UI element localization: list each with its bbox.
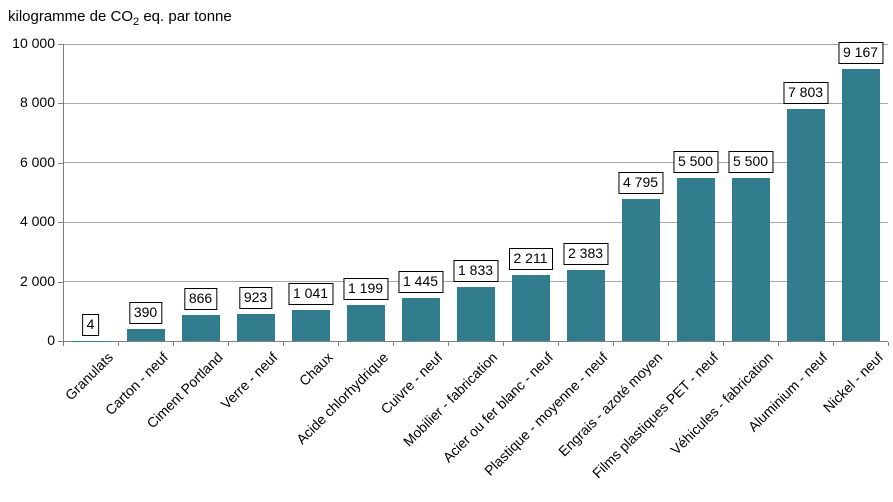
- gridline: [63, 281, 888, 283]
- x-axis-category-label: Mobilier - fabrication: [400, 349, 501, 450]
- y-axis-tick: [58, 162, 63, 164]
- gridline: [63, 43, 888, 45]
- bar: [511, 275, 550, 341]
- x-axis-tick: [173, 342, 174, 346]
- bar-value-label: 923: [238, 286, 273, 309]
- y-axis-tick: [58, 222, 63, 224]
- x-axis-tick: [283, 342, 284, 346]
- y-axis-tick-label: 4 000: [19, 213, 55, 230]
- bar: [456, 286, 495, 341]
- x-axis-line: [63, 341, 888, 342]
- x-axis-category-label: Verre - neuf: [217, 349, 281, 413]
- bar: [786, 109, 825, 341]
- bar: [126, 329, 165, 341]
- y-axis-tick-label: 8 000: [19, 94, 55, 111]
- bar-value-label: 5 500: [727, 150, 774, 173]
- x-axis-tick: [833, 342, 834, 346]
- x-axis-tick: [338, 342, 339, 346]
- x-axis-category-label: Granulats: [61, 349, 116, 404]
- bar-value-label: 390: [128, 302, 163, 325]
- y-axis-tick-label: 2 000: [19, 272, 55, 289]
- bar: [621, 198, 660, 341]
- y-axis-tick: [58, 341, 63, 342]
- x-axis-tick: [778, 342, 779, 346]
- x-axis-tick: [558, 342, 559, 346]
- gridline: [63, 221, 888, 223]
- x-axis-category-label: Engrais - azoté moyen: [555, 349, 666, 460]
- x-axis-tick: [888, 342, 889, 346]
- bar-value-label: 7 803: [782, 82, 829, 105]
- x-axis-tick: [448, 342, 449, 346]
- y-axis-tick-label: 10 000: [12, 35, 55, 51]
- bar-value-label: 5 500: [672, 150, 719, 173]
- bar: [346, 305, 385, 341]
- gridline: [63, 102, 888, 104]
- x-axis-category-label: Véhicules - fabrication: [667, 349, 776, 458]
- bar-value-label: 1 041: [287, 283, 334, 306]
- y-axis-tick-label: 0: [47, 332, 55, 348]
- bar: [291, 310, 330, 341]
- y-axis-tick: [58, 103, 63, 105]
- bar: [236, 313, 275, 341]
- bar: [731, 177, 770, 341]
- chart-title: kilogramme de CO2 eq. par tonne: [8, 8, 232, 28]
- x-axis-tick: [118, 342, 119, 346]
- x-axis-tick: [723, 342, 724, 346]
- y-axis-line: [63, 44, 64, 341]
- bar: [841, 68, 880, 341]
- chart-title-suffix: eq. par tonne: [139, 8, 232, 25]
- y-axis-tick-label: 6 000: [19, 153, 55, 170]
- gridline: [63, 162, 888, 164]
- bar-value-label: 9 167: [837, 41, 884, 64]
- chart-title-subscript: 2: [133, 16, 140, 28]
- x-axis-tick: [228, 342, 229, 346]
- y-axis-tick: [58, 281, 63, 283]
- x-axis-category-label: Chaux: [295, 349, 336, 389]
- bar-value-label: 866: [183, 288, 218, 311]
- x-axis-category-label: Acide chlorhydrique: [292, 349, 391, 448]
- bar-value-label: 2 211: [508, 248, 553, 271]
- bar-value-label: 1 833: [452, 259, 499, 282]
- bar-value-label: 4 795: [617, 171, 664, 194]
- bar: [181, 315, 220, 341]
- bar-value-label: 1 445: [397, 271, 444, 294]
- bar: [566, 270, 605, 341]
- x-axis-tick: [613, 342, 614, 346]
- bar: [676, 177, 715, 341]
- bar-value-label: 1 199: [342, 278, 389, 301]
- x-axis-tick: [63, 342, 64, 346]
- x-axis-tick: [503, 342, 504, 346]
- x-axis-category-label: Acier ou fer blanc - neuf: [439, 349, 556, 466]
- y-axis-tick: [58, 44, 63, 45]
- chart-title-prefix: kilogramme de CO: [8, 8, 134, 25]
- bar: [401, 298, 440, 341]
- x-axis-tick: [668, 342, 669, 346]
- bar-value-label: 4: [81, 313, 100, 336]
- bar-value-label: 2 383: [562, 243, 609, 266]
- x-axis-tick: [393, 342, 394, 346]
